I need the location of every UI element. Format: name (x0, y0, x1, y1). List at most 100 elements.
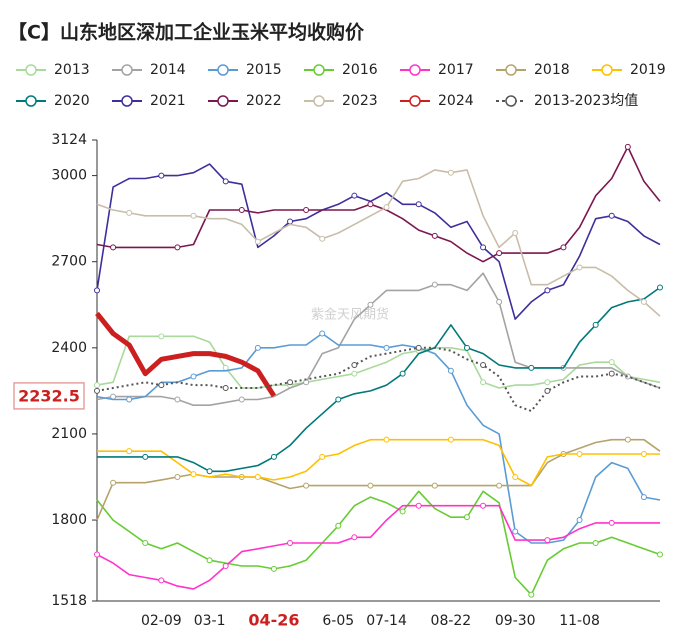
point-marker (512, 528, 519, 535)
legend-marker (505, 64, 517, 76)
point-marker (399, 508, 406, 515)
point-marker (657, 284, 663, 291)
point-marker (222, 178, 229, 185)
point-marker (640, 451, 647, 458)
point-marker (126, 396, 133, 403)
point-marker (544, 287, 551, 294)
legend-label: 2013 (54, 62, 90, 78)
x-tick-label: 08-22 (431, 613, 472, 629)
point-marker (94, 551, 100, 558)
point-marker (110, 479, 117, 486)
legend-label: 2023 (342, 93, 378, 109)
series-line (96, 146, 661, 263)
point-marker (480, 244, 487, 251)
series-line (95, 311, 277, 398)
point-marker (592, 321, 599, 328)
point-marker (367, 301, 374, 308)
legend-marker (313, 95, 325, 107)
point-marker (222, 385, 229, 392)
point-marker (190, 471, 197, 478)
point-marker (544, 537, 551, 544)
point-marker (447, 169, 454, 176)
series-line (96, 490, 661, 596)
point-marker (351, 362, 358, 369)
point-marker (303, 482, 310, 489)
point-marker (238, 207, 245, 214)
point-marker (158, 382, 165, 389)
legend-label: 2022 (246, 93, 282, 109)
point-marker (190, 212, 197, 219)
legend-marker (313, 64, 325, 76)
series-line (96, 272, 661, 406)
point-marker (335, 522, 342, 529)
point-marker (335, 396, 342, 403)
point-marker (287, 379, 294, 386)
point-marker (383, 204, 390, 211)
point-marker (624, 143, 631, 150)
legend-label: 2021 (150, 93, 186, 109)
series-line (96, 438, 661, 521)
point-marker (303, 207, 310, 214)
series-line (96, 163, 661, 320)
point-marker (640, 494, 647, 501)
point-marker (254, 473, 261, 480)
series-line (96, 169, 661, 317)
point-marker (110, 244, 117, 251)
legend-marker (25, 64, 37, 76)
point-marker (447, 367, 454, 374)
point-marker (319, 453, 326, 460)
legend-label: 2024 (438, 93, 474, 109)
point-marker (560, 244, 567, 251)
point-marker (94, 387, 100, 394)
point-marker (254, 238, 261, 245)
point-marker (415, 502, 422, 509)
point-marker (480, 379, 487, 386)
point-marker (512, 230, 519, 237)
point-marker (576, 517, 583, 524)
legend-label: 2020 (54, 93, 90, 109)
point-marker (142, 540, 149, 547)
point-marker (287, 218, 294, 225)
point-marker (238, 396, 245, 403)
watermark: 紫金天风期货 (311, 307, 389, 323)
point-marker (640, 298, 647, 305)
point-marker (512, 473, 519, 480)
point-marker (126, 448, 133, 455)
point-marker (496, 482, 503, 489)
point-marker (158, 172, 165, 179)
point-marker (367, 482, 374, 489)
point-marker (431, 232, 438, 239)
point-marker (270, 453, 277, 460)
legend-label: 2019 (630, 62, 666, 78)
point-marker (287, 540, 294, 547)
point-marker (592, 540, 599, 547)
point-marker (174, 473, 181, 480)
y-tick-label: 3000 (51, 168, 87, 184)
point-marker (431, 281, 438, 288)
x-tick-label: 04-26 (248, 611, 299, 630)
point-marker (319, 235, 326, 242)
point-marker (351, 192, 358, 199)
point-marker (319, 330, 326, 337)
legend-label: 2017 (438, 62, 474, 78)
point-marker (303, 379, 310, 386)
value-badge-label: 2232.5 (18, 386, 80, 405)
point-marker (94, 287, 100, 294)
point-marker (206, 557, 213, 564)
series-line (96, 346, 661, 412)
point-marker (222, 562, 229, 569)
legend-marker (121, 95, 133, 107)
point-marker (383, 436, 390, 443)
x-tick-label: 11-08 (559, 613, 600, 629)
x-tick-label: 02-09 (141, 613, 182, 629)
point-marker (624, 436, 631, 443)
chart-title: 【C】山东地区深加工企业玉米平均收购价 (8, 21, 365, 44)
point-marker (222, 364, 229, 371)
point-marker (608, 359, 615, 366)
point-marker (158, 577, 165, 584)
point-marker (126, 209, 133, 216)
point-marker (576, 264, 583, 271)
point-marker (270, 565, 277, 572)
legend-marker (601, 64, 613, 76)
point-marker (544, 379, 551, 386)
